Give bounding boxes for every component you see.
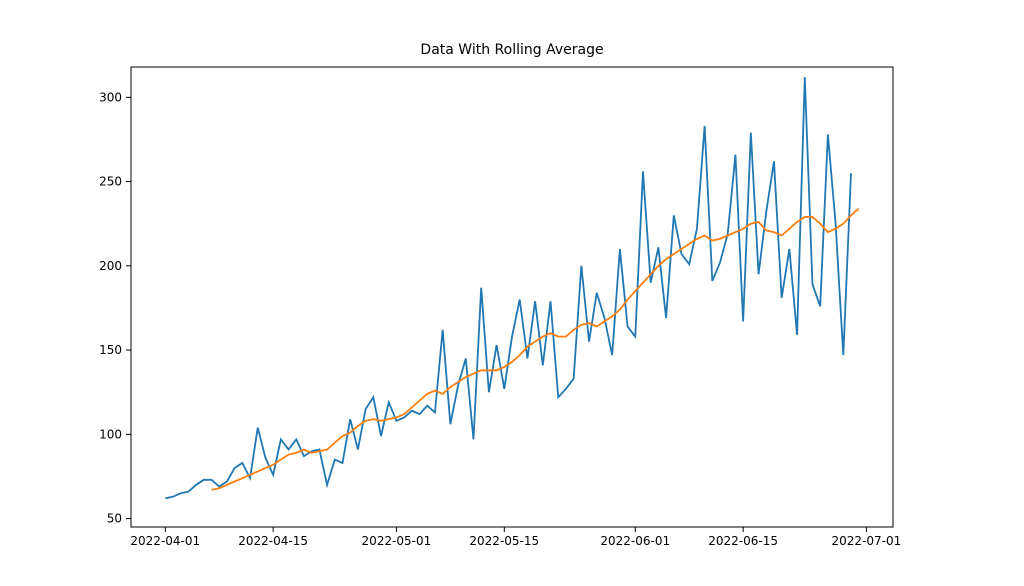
x-tick-label: 2022-04-01	[130, 534, 200, 548]
x-tick-label: 2022-04-15	[238, 534, 308, 548]
plot-border	[131, 67, 893, 527]
chart-svg: 50 100 150 200 250 300 2022-04-01 2022-04-15 202…	[0, 0, 1024, 586]
x-tick-label: 2022-06-01	[600, 534, 670, 548]
y-tick-label: 150	[99, 343, 122, 357]
y-tick-label: 300	[99, 90, 122, 104]
y-tick-label: 250	[99, 175, 122, 189]
x-tick-label: 2022-05-01	[362, 534, 432, 548]
y-tick-label: 100	[99, 427, 122, 441]
x-tick-label: 2022-05-15	[469, 534, 539, 548]
series-data	[165, 77, 851, 498]
figure: Data With Rolling Average 50100150200250…	[0, 0, 1024, 586]
x-tick-label: 2022-07-01	[832, 534, 902, 548]
x-tick-label: 2022-06-15	[708, 534, 778, 548]
y-tick-label: 200	[99, 259, 122, 273]
y-tick-label: 50	[107, 512, 122, 526]
